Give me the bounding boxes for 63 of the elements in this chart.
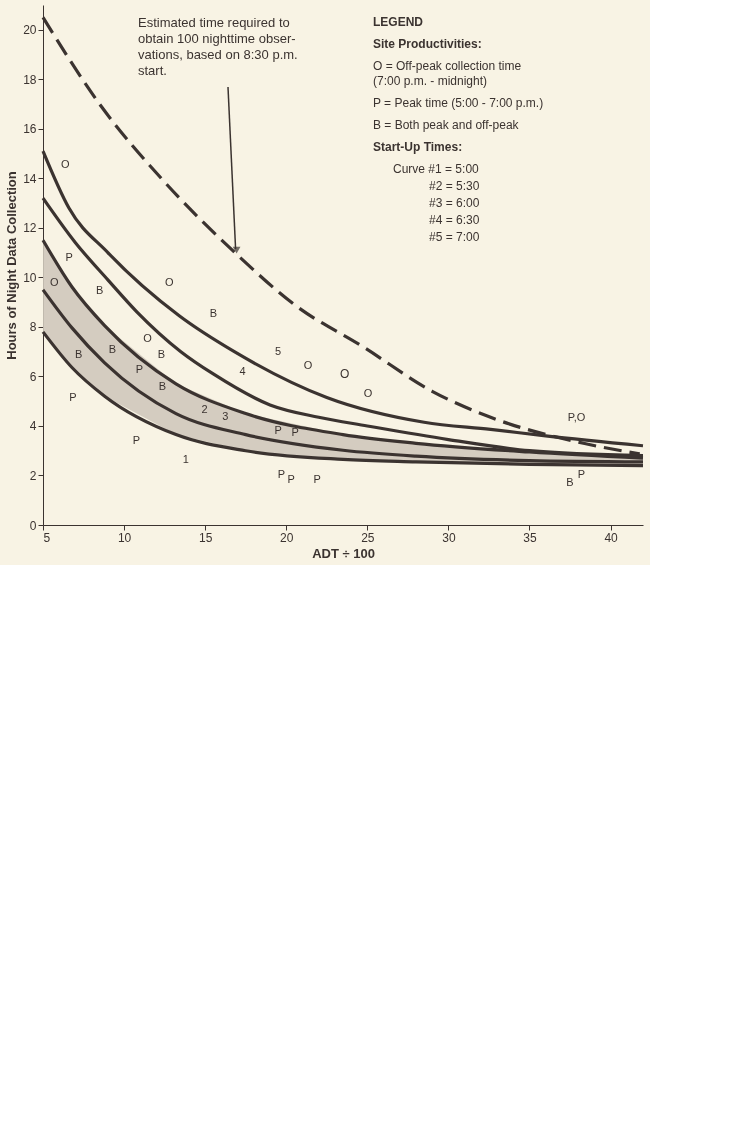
x-tick-label: 30 <box>442 530 456 545</box>
annotation: P <box>69 391 77 404</box>
annotation: P = Peak time (5:00 - 7:00 p.m.) <box>373 96 544 110</box>
annotation: O <box>50 276 60 289</box>
annotation: O <box>143 332 153 345</box>
y-axis-title: Hours of Night Data Collection <box>4 171 20 360</box>
annotation: B <box>209 307 218 320</box>
annotation: O <box>165 275 175 288</box>
annotation: P <box>274 423 282 436</box>
x-tick-label: 40 <box>604 530 619 545</box>
annotation: LEGEND <box>373 15 424 29</box>
annotation: P <box>132 433 141 446</box>
annotation: P <box>277 468 286 481</box>
x-axis-title: ADT ÷ 100 <box>312 545 375 561</box>
annotation: B <box>108 343 117 356</box>
annotation: P <box>65 251 73 264</box>
y-tick-label: 10 <box>23 270 37 285</box>
annotation: O <box>339 366 350 381</box>
x-tick-label: 5 <box>43 530 51 545</box>
annotation: #3 = 6:00 <box>429 196 480 210</box>
x-tick-label: 35 <box>523 530 537 545</box>
annotation: B <box>74 347 83 360</box>
annotation: P <box>287 473 295 486</box>
y-tick-label: 6 <box>29 369 37 384</box>
annotation: Estimated time required to obtain 100 nighttime obser- vations, based on 8:30 p.m. start. <box>138 15 298 78</box>
y-tick-label: 16 <box>23 122 37 137</box>
annotation: B <box>95 284 104 297</box>
x-tick-label: 20 <box>280 530 294 545</box>
x-tick-label: 10 <box>117 530 132 545</box>
annotation: O = Off-peak collection time (7:00 p.m. - midnight) <box>373 59 522 88</box>
annotation: P <box>313 472 321 485</box>
annotation: 2 <box>201 403 208 416</box>
annotation: P <box>135 362 143 375</box>
x-tick-label: 15 <box>198 530 213 545</box>
annotation: #2 = 5:30 <box>429 179 480 193</box>
annotation: B = Both peak and off-peak <box>373 118 520 132</box>
annotation: 4 <box>239 364 246 377</box>
annotation: 1 <box>182 452 189 465</box>
y-tick-label: 14 <box>23 171 37 186</box>
y-tick-label: 8 <box>29 320 37 335</box>
y-tick-label: 4 <box>29 419 37 434</box>
annotation: #4 = 6:30 <box>429 213 480 227</box>
y-tick-label: 18 <box>23 72 37 87</box>
annotation: B <box>566 475 574 488</box>
annotation: P,O <box>567 411 586 424</box>
annotation: O <box>363 386 373 399</box>
annotation: Curve #1 = 5:00 <box>393 162 480 176</box>
annotation: 5 <box>275 345 282 358</box>
y-tick-label: 20 <box>23 23 37 38</box>
annotation: B <box>157 348 166 361</box>
annotation: Site Productivities: <box>373 37 482 51</box>
y-tick-label: 0 <box>29 518 37 533</box>
y-tick-label: 2 <box>29 468 37 483</box>
annotation: Start-Up Times: <box>373 140 463 154</box>
annotation: O <box>61 157 71 170</box>
annotation: #5 = 7:00 <box>429 230 480 244</box>
annotation: P <box>577 468 586 481</box>
annotation: B <box>158 379 167 392</box>
annotation: O <box>303 359 313 372</box>
x-tick-label: 25 <box>361 530 375 545</box>
annotation: 3 <box>222 409 229 422</box>
annotation: P <box>291 426 299 439</box>
y-tick-label: 12 <box>23 221 37 236</box>
